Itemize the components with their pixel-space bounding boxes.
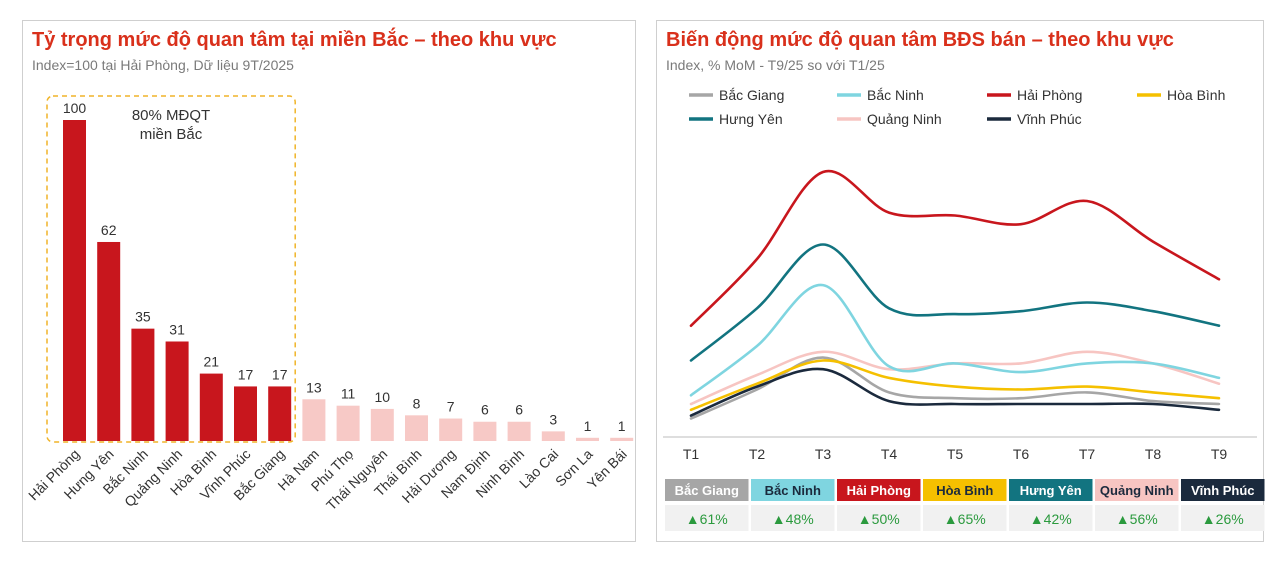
bar-value-label: 6 xyxy=(515,402,523,418)
summary-value-cell xyxy=(837,505,921,531)
x-tick-label: T2 xyxy=(749,446,766,462)
bar-value-label: 35 xyxy=(135,309,151,325)
bar-value-label: 1 xyxy=(618,418,626,434)
legend-label: Hải Phòng xyxy=(1017,87,1082,103)
bar xyxy=(268,386,292,441)
summary-change-value: ▲56% xyxy=(1116,511,1158,527)
summary-region-label: Quảng Ninh xyxy=(1100,483,1174,498)
series-line xyxy=(689,243,1221,362)
x-tick-label: T4 xyxy=(881,446,898,462)
line-chart-panel: Biến động mức độ quan tâm BĐS bán – theo… xyxy=(656,20,1265,542)
bar-chart-subtitle: Index=100 tại Hải Phòng, Dữ liệu 9T/2025 xyxy=(32,57,294,73)
line-chart-title: Biến động mức độ quan tâm BĐS bán – theo… xyxy=(666,29,1174,51)
summary-value-cell xyxy=(751,505,835,531)
bar xyxy=(576,437,599,441)
bar xyxy=(302,399,326,441)
x-tick-label: T3 xyxy=(815,446,832,462)
summary-header-cell xyxy=(923,479,1007,501)
legend-label: Bắc Giang xyxy=(719,87,784,103)
summary-change-value: ▲50% xyxy=(858,511,900,527)
summary-region-label: Bắc Giang xyxy=(675,483,739,498)
x-tick-label: T1 xyxy=(683,446,700,462)
bar xyxy=(507,421,531,441)
series-line xyxy=(689,169,1221,327)
x-tick-label: T5 xyxy=(947,446,964,462)
line-chart-svg: Bắc Giang Bắc Ninh Hải Phòng Hòa Bình Hưng Y… xyxy=(663,87,1265,531)
summary-header-cell xyxy=(837,479,921,501)
bar xyxy=(473,421,497,441)
summary-value-cell xyxy=(923,505,1007,531)
category-label: Lào Cai xyxy=(516,446,561,491)
legend-label: Quảng Ninh xyxy=(867,111,942,127)
summary-region-label: Hải Phòng xyxy=(847,483,911,498)
summary-header-cell xyxy=(665,479,749,501)
bar-value-label: 100 xyxy=(63,100,87,116)
x-tick-label: T8 xyxy=(1145,446,1162,462)
legend-label: Bắc Ninh xyxy=(867,87,924,103)
line-chart-subtitle: Index, % MoM - T9/25 so với T1/25 xyxy=(666,57,885,73)
series-line xyxy=(689,367,1221,417)
bar-value-label: 31 xyxy=(169,321,185,337)
summary-value-cell xyxy=(1181,505,1265,531)
bar xyxy=(234,386,257,441)
summary-header-cell xyxy=(1181,479,1265,501)
highlight-box xyxy=(46,95,296,443)
bar xyxy=(610,437,634,441)
bar xyxy=(63,120,86,441)
bar xyxy=(541,431,565,441)
x-tick-label: T7 xyxy=(1079,446,1096,462)
x-tick-label: T6 xyxy=(1013,446,1030,462)
bar-value-label: 1 xyxy=(584,418,592,434)
bar xyxy=(439,418,463,441)
highlight-annotation: 80% MĐQT xyxy=(132,107,210,124)
bar-value-label: 13 xyxy=(306,379,322,395)
x-tick-label: T9 xyxy=(1211,446,1228,462)
summary-value-cell xyxy=(1095,505,1179,531)
summary-change-value: ▲65% xyxy=(944,511,986,527)
series-line xyxy=(689,283,1221,397)
legend-label: Vĩnh Phúc xyxy=(1017,111,1082,127)
bar-value-label: 3 xyxy=(549,411,557,427)
bar-value-label: 17 xyxy=(272,366,288,382)
summary-header-cell xyxy=(1009,479,1093,501)
legend-label: Hưng Yên xyxy=(719,111,783,127)
summary-region-label: Hòa Bình xyxy=(936,483,993,498)
bar-value-label: 17 xyxy=(238,366,254,382)
bar xyxy=(199,373,223,441)
bar-value-label: 7 xyxy=(447,399,455,415)
summary-change-value: ▲26% xyxy=(1202,511,1244,527)
highlight-annotation: miền Bắc xyxy=(140,126,203,143)
summary-header-cell xyxy=(1095,479,1179,501)
bar-value-label: 11 xyxy=(341,386,356,402)
summary-region-label: Vĩnh Phúc xyxy=(1191,483,1255,498)
summary-header-cell xyxy=(751,479,835,501)
bar xyxy=(405,415,428,441)
series-line xyxy=(689,359,1221,412)
bar xyxy=(131,328,155,441)
bar-value-label: 10 xyxy=(375,389,391,405)
summary-region-label: Hưng Yên xyxy=(1020,483,1082,498)
bar xyxy=(165,341,189,441)
bar-chart-panel: Tỷ trọng mức độ quan tâm tại miền Bắc – … xyxy=(22,20,636,542)
summary-change-value: ▲42% xyxy=(1030,511,1072,527)
summary-change-value: ▲61% xyxy=(686,511,728,527)
bar xyxy=(97,241,121,441)
series-line xyxy=(689,356,1221,420)
bar xyxy=(336,405,360,441)
bar xyxy=(370,408,394,441)
summary-change-value: ▲48% xyxy=(772,511,814,527)
summary-region-label: Bắc Ninh xyxy=(765,483,821,498)
bar-value-label: 21 xyxy=(204,354,220,370)
legend-label: Hòa Bình xyxy=(1167,87,1225,103)
summary-value-cell xyxy=(1009,505,1093,531)
bar-value-label: 8 xyxy=(413,395,421,411)
bar-value-label: 62 xyxy=(101,222,117,238)
summary-value-cell xyxy=(665,505,749,531)
bar-value-label: 6 xyxy=(481,402,489,418)
bar-chart-title: Tỷ trọng mức độ quan tâm tại miền Bắc – … xyxy=(32,29,557,51)
